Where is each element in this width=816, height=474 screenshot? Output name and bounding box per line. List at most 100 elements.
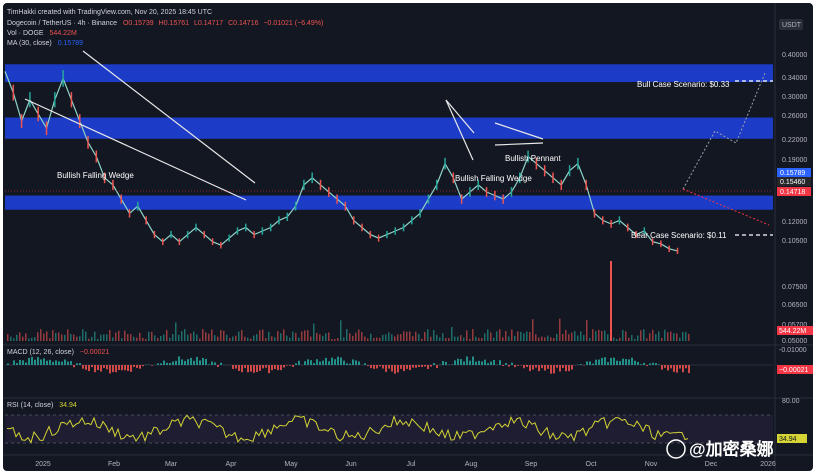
macd-bar [424, 365, 426, 367]
macd-bar [214, 362, 216, 365]
price-tick: 0.05700 [782, 322, 807, 329]
volume-bar [442, 333, 444, 341]
volume-bar [427, 329, 429, 341]
month-tick: Apr [226, 461, 238, 468]
volume-bar [7, 334, 9, 341]
volume-bar [406, 331, 408, 341]
macd-bar [37, 357, 39, 365]
macd-bar [142, 365, 144, 367]
price-line [4, 71, 678, 252]
macd-bar [340, 357, 342, 365]
macd-value-tag [777, 365, 813, 374]
volume-value: 544.22M [779, 328, 806, 335]
volume-bar [244, 336, 246, 341]
macd-bar [469, 360, 471, 365]
volume-bar [544, 337, 546, 341]
macd-bar [640, 364, 642, 365]
macd-bar [268, 365, 270, 374]
volume-bar [649, 333, 651, 341]
bear-case-label: Bear Case Scenario: $0.11 [631, 231, 727, 240]
macd-bar [406, 365, 408, 369]
volume-bar [448, 338, 450, 341]
macd-bar [604, 357, 606, 365]
macd-bar [373, 365, 375, 369]
volume-bar [181, 331, 183, 341]
volume-bar [301, 331, 303, 341]
volume-bar [292, 331, 294, 341]
volume-bar [535, 334, 537, 341]
volume-bar [679, 337, 681, 341]
rsi-value-tag [777, 434, 807, 443]
volume-bar [310, 336, 312, 341]
volume-bar [580, 331, 582, 341]
macd-bar [205, 358, 207, 365]
volume-bar [628, 337, 630, 341]
volume-bar [379, 337, 381, 341]
macd-bar [676, 365, 678, 373]
macd-bar [358, 361, 360, 365]
month-tick: Dec [705, 461, 718, 468]
volume-bar [82, 329, 84, 341]
volume-bar [667, 332, 669, 341]
volume-bar [421, 338, 423, 341]
volume-bar [226, 334, 228, 341]
macd-bar [295, 363, 297, 365]
macd-bar [196, 356, 198, 365]
volume-bar [424, 331, 426, 341]
macd-bar [673, 365, 675, 372]
volume-bar [322, 335, 324, 341]
macd-bar [379, 365, 381, 367]
volume-bar [517, 331, 519, 341]
macd-bar [250, 365, 252, 372]
macd-bar [28, 358, 30, 365]
volume-bar [262, 329, 264, 341]
bull-case-label: Bull Case Scenario: $0.33 [637, 80, 730, 89]
macd-bar [568, 365, 570, 372]
macd-bar [298, 360, 300, 365]
macd-bar [310, 360, 312, 365]
macd-bar [13, 360, 15, 365]
volume-bar [205, 332, 207, 341]
volume-bar [46, 331, 48, 341]
volume-bar [481, 338, 483, 341]
volume-bar [505, 331, 507, 341]
macd-bar [19, 359, 21, 365]
volume-bar [400, 334, 402, 341]
macd-bar [472, 356, 474, 365]
macd-bar [307, 359, 309, 365]
macd-bar [115, 365, 117, 373]
volume-bar [124, 330, 126, 341]
macd-bar [631, 357, 633, 365]
macd-bar [121, 365, 123, 371]
volume-bar [514, 335, 516, 341]
volume-bar [103, 334, 105, 341]
volume-bar [604, 330, 606, 341]
macd-bar [286, 365, 288, 366]
volume-bar [85, 331, 87, 341]
volume-bar [145, 338, 147, 341]
watermark: @加密桑娜 [689, 439, 774, 459]
volume-bar [559, 318, 561, 341]
macd-bar [400, 365, 402, 369]
volume-bar [235, 335, 237, 341]
volume-bar [139, 332, 141, 341]
bullish-pennant-label: Bullish Pennant [505, 154, 561, 163]
macd-bar [334, 359, 336, 365]
volume-bar [637, 335, 639, 341]
macd-bar [430, 365, 432, 367]
zone-2 [5, 195, 773, 210]
volume-bar [238, 331, 240, 341]
volume-bar [463, 337, 465, 341]
macd-bar [292, 365, 294, 367]
macd-bar [655, 363, 657, 365]
volume-bar [619, 337, 621, 341]
volume-bar [136, 337, 138, 341]
volume-bar [592, 329, 594, 341]
volume-bar [16, 334, 18, 341]
macd-bar [235, 365, 237, 369]
volume-bar [568, 334, 570, 341]
macd-bar [607, 362, 609, 365]
month-tick: Mar [165, 461, 178, 468]
macd-bar [55, 360, 57, 365]
volume-bar [616, 338, 618, 341]
